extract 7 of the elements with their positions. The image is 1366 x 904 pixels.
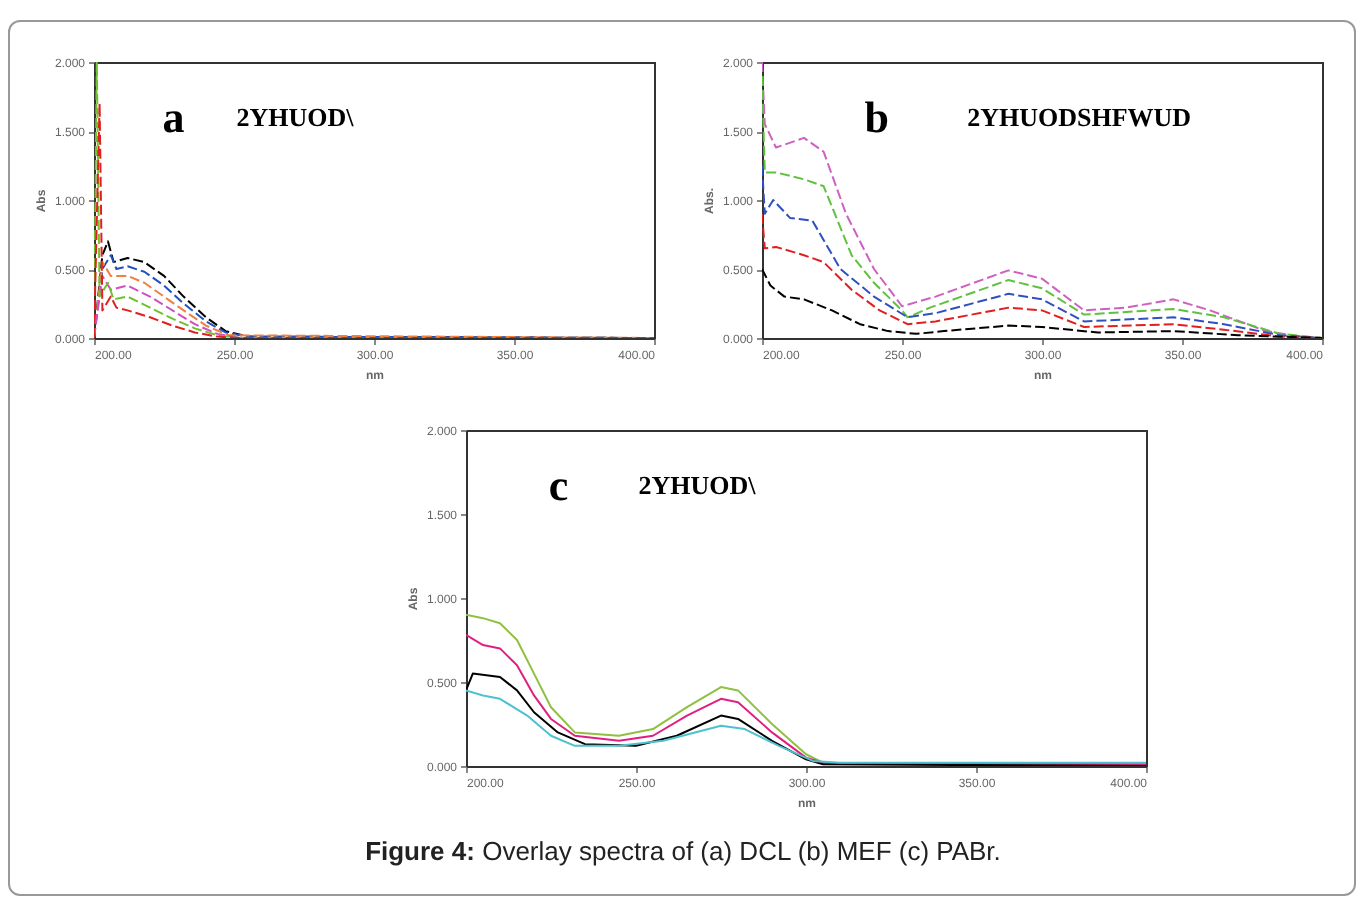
annotation: a <box>162 92 185 142</box>
annotation: 2YHUOD\ <box>638 470 757 500</box>
caption: Figure 4: Overlay spectra of (a) DCL (b) MEF (c) PABr. <box>363 836 1003 866</box>
annotation: 2YHUODSHFWUD <box>967 102 1192 132</box>
annotation: 2YHUOD\ <box>236 102 355 132</box>
annotation: c <box>548 460 569 510</box>
annotation: b <box>864 92 890 142</box>
